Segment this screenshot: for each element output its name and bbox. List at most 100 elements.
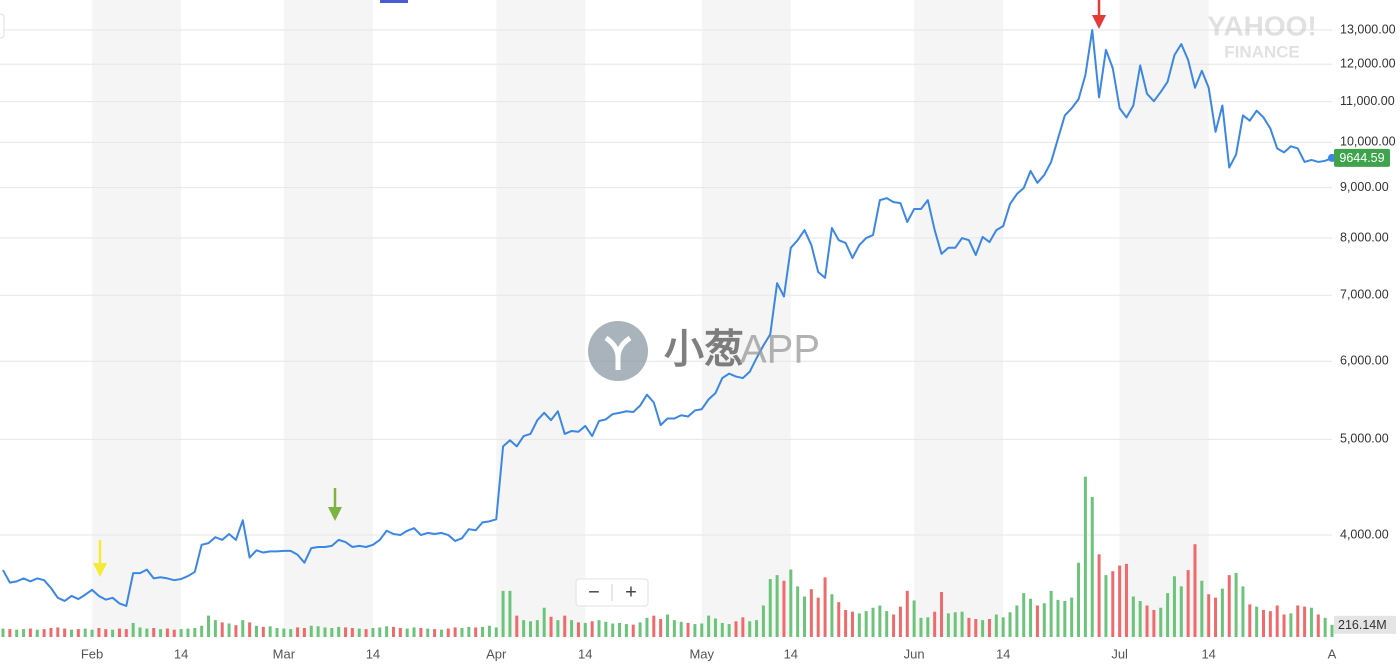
volume-bar (933, 611, 937, 637)
volume-bar (597, 620, 601, 637)
volume-bar (1214, 597, 1218, 637)
volume-bar (535, 620, 539, 637)
volume-bar (460, 628, 464, 637)
band (914, 0, 1004, 637)
volume-bar (494, 627, 498, 637)
volume-bar (1179, 586, 1183, 637)
volume-bar (1323, 617, 1327, 637)
volume-tick-label: 216.14M (1338, 618, 1387, 632)
volume-bar (28, 628, 32, 637)
volume-bar (960, 611, 964, 637)
volume-bar (652, 615, 656, 637)
y-tick-label: 9,000.00 (1340, 180, 1389, 194)
volume-bar (1070, 597, 1074, 637)
volume-bar (946, 613, 950, 637)
volume-bar (892, 614, 896, 637)
volume-bar (152, 628, 156, 637)
volume-bar (1138, 601, 1142, 637)
volume-bar (227, 623, 231, 637)
zoom-in[interactable]: + (625, 581, 637, 603)
volume-bar (987, 619, 991, 637)
volume-bar (467, 626, 471, 637)
yahoo-logo: YAHOO! FINANCE (1207, 10, 1316, 61)
volume-bar (981, 620, 985, 637)
volume-bar (741, 617, 745, 637)
volume-bar (912, 600, 916, 637)
volume-bar (22, 629, 26, 637)
volume-bar (940, 592, 944, 637)
volume-bar (220, 622, 224, 637)
x-tick-label: 14 (366, 646, 380, 661)
volume-bar (213, 620, 217, 637)
volume-bar (830, 594, 834, 637)
volume-bar (1097, 554, 1101, 637)
volume-bar (919, 617, 923, 637)
volume-bar (419, 628, 423, 637)
volume-bar (1008, 612, 1012, 637)
volume-bar (1309, 607, 1313, 637)
volume-bar (666, 614, 669, 637)
volume-bar (1166, 593, 1170, 637)
last-price-badge (1334, 148, 1390, 167)
volume-bar (207, 615, 211, 637)
band (92, 0, 182, 637)
volume-bar (234, 625, 238, 637)
volume-bar (316, 626, 320, 637)
volume-bar (857, 613, 861, 637)
volume-bar (398, 628, 402, 637)
volume-bar (611, 623, 615, 637)
range-indicator (380, 0, 408, 3)
volume-bar (453, 627, 457, 637)
volume-bar (117, 628, 121, 637)
volume-bar (755, 620, 759, 637)
y-tick-label: 10,000.00 (1340, 135, 1396, 149)
volume-bar (967, 617, 971, 637)
side-handle (0, 13, 5, 39)
volume-bar (501, 590, 505, 637)
volume-bar (1186, 570, 1190, 637)
volume-bar (282, 628, 286, 637)
volume-bar (803, 596, 807, 637)
x-tick-label: Apr (486, 646, 507, 661)
volume-bar (727, 624, 731, 637)
axis-labels: Feb 14 Mar 14 Apr 14 May 14 Jun 14 Jul 14 A 4,000.00 5… (81, 22, 1396, 661)
arrow-yellow-head (93, 563, 107, 577)
y-tick-label: 6,000.00 (1340, 354, 1389, 368)
arrow-red-head (1092, 15, 1106, 29)
volume-bar (446, 628, 450, 637)
volume-bar (659, 619, 663, 637)
volume-bar (159, 629, 163, 637)
volume-bar (748, 621, 752, 637)
zoom-controls[interactable]: − + (575, 578, 649, 607)
volume-bar (734, 621, 738, 637)
volume-bar (474, 627, 478, 637)
x-tick-label: A (1328, 646, 1337, 661)
volume-bar (624, 624, 628, 637)
x-tick-label: Mar (273, 646, 296, 661)
volume-bar (330, 628, 334, 637)
watermark-app: APP (740, 328, 820, 372)
volume-bar (1275, 605, 1279, 637)
volume-bar (8, 629, 12, 637)
volume-bar (885, 611, 889, 637)
volume-bar (138, 627, 142, 637)
zoom-out[interactable]: − (588, 581, 600, 603)
y-tick-label: 8,000.00 (1340, 230, 1389, 244)
volume-bars (1, 476, 1334, 637)
volume-bar (844, 610, 848, 637)
volume-bar (1296, 605, 1300, 637)
volume-bar (439, 629, 443, 637)
volume-bar (1193, 544, 1197, 637)
volume-bar (953, 612, 957, 637)
volume-bar (823, 577, 827, 637)
volume-bar (193, 628, 197, 637)
volume-bar (56, 627, 60, 637)
volume-bar (1042, 603, 1046, 637)
volume-bar (583, 622, 587, 637)
volume-bar (275, 628, 279, 637)
watermark: 小葱 APP (588, 321, 820, 381)
y-tick-label: 5,000.00 (1340, 432, 1389, 446)
volume-bar (761, 605, 765, 637)
volume-bar (1330, 624, 1334, 637)
